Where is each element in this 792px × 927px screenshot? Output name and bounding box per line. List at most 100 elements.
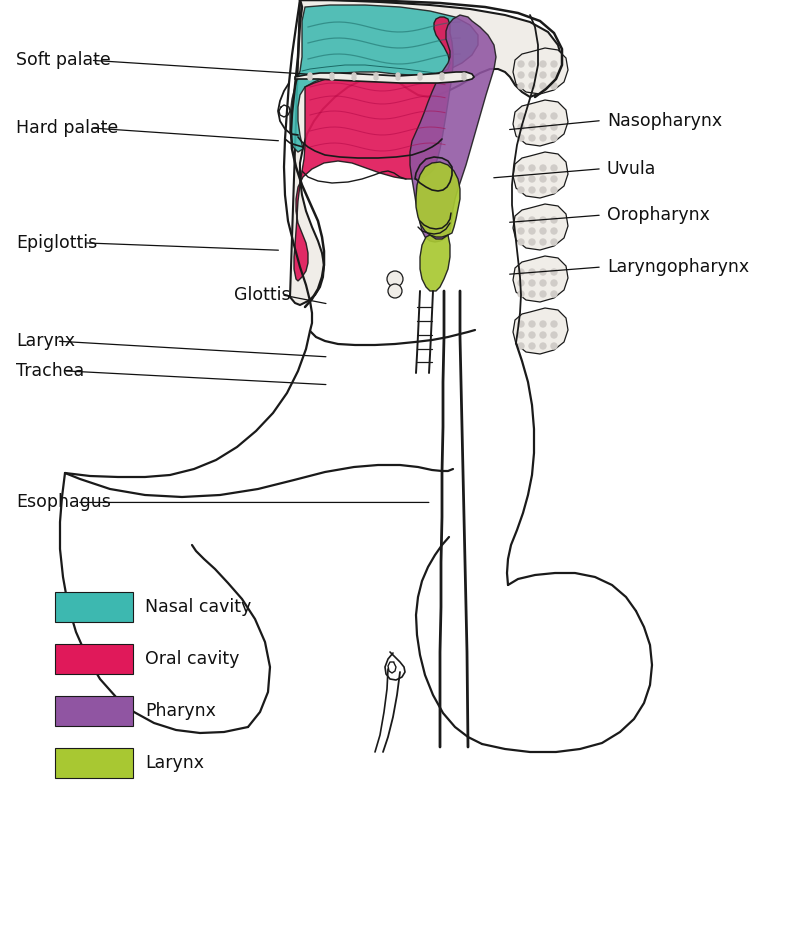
Circle shape [352,76,356,80]
Circle shape [529,269,535,275]
Text: Nasal cavity: Nasal cavity [145,598,251,616]
Circle shape [518,269,524,275]
Circle shape [529,61,535,67]
Circle shape [551,187,557,193]
Circle shape [551,280,557,286]
FancyBboxPatch shape [55,592,133,622]
Circle shape [396,76,400,80]
Circle shape [540,124,546,130]
Circle shape [462,73,466,77]
Text: Laryngopharynx: Laryngopharynx [607,258,749,276]
Text: Oral cavity: Oral cavity [145,650,239,668]
Circle shape [540,239,546,245]
Polygon shape [513,100,568,146]
Circle shape [540,291,546,297]
Circle shape [518,187,524,193]
Polygon shape [290,5,478,152]
Circle shape [540,61,546,67]
Circle shape [330,73,334,77]
Circle shape [518,72,524,78]
Circle shape [551,228,557,234]
Circle shape [308,76,312,80]
Circle shape [529,187,535,193]
Circle shape [518,321,524,327]
Circle shape [518,343,524,349]
Circle shape [551,113,557,119]
Circle shape [529,83,535,89]
Circle shape [551,176,557,182]
Circle shape [540,280,546,286]
Circle shape [551,165,557,171]
Circle shape [540,83,546,89]
Circle shape [540,135,546,141]
Circle shape [440,73,444,77]
Circle shape [518,113,524,119]
Circle shape [518,239,524,245]
Circle shape [518,165,524,171]
Circle shape [529,228,535,234]
Circle shape [551,332,557,338]
Circle shape [540,228,546,234]
FancyBboxPatch shape [55,644,133,674]
Circle shape [308,73,312,77]
Circle shape [529,291,535,297]
Circle shape [518,332,524,338]
Circle shape [374,73,378,77]
Circle shape [540,165,546,171]
Circle shape [551,239,557,245]
Polygon shape [294,17,453,281]
Circle shape [551,321,557,327]
Circle shape [529,332,535,338]
Circle shape [529,343,535,349]
Circle shape [529,321,535,327]
Text: Oropharynx: Oropharynx [607,206,710,224]
Circle shape [529,113,535,119]
Circle shape [518,228,524,234]
Circle shape [388,284,402,298]
Circle shape [529,217,535,223]
Polygon shape [410,15,496,242]
Text: Esophagus: Esophagus [16,493,111,512]
Circle shape [540,343,546,349]
Circle shape [529,176,535,182]
Text: Nasopharynx: Nasopharynx [607,111,722,130]
Circle shape [518,217,524,223]
Circle shape [518,135,524,141]
Text: Larynx: Larynx [145,754,204,772]
Circle shape [330,76,334,80]
Text: Larynx: Larynx [16,332,74,350]
Circle shape [518,83,524,89]
Circle shape [551,291,557,297]
Circle shape [551,343,557,349]
Circle shape [518,124,524,130]
Polygon shape [420,235,450,291]
Text: Glottis: Glottis [234,286,290,304]
Polygon shape [513,204,568,250]
Circle shape [529,280,535,286]
Polygon shape [513,256,568,302]
Circle shape [418,73,422,77]
Circle shape [551,61,557,67]
Circle shape [529,165,535,171]
Polygon shape [513,152,568,198]
Circle shape [551,217,557,223]
Text: Hard palate: Hard palate [16,119,118,137]
Polygon shape [416,162,460,237]
Circle shape [462,76,466,80]
Text: Pharynx: Pharynx [145,702,216,720]
Text: Uvula: Uvula [607,159,657,178]
Circle shape [352,73,356,77]
Polygon shape [290,0,562,305]
Circle shape [518,176,524,182]
Circle shape [387,271,403,287]
Text: Soft palate: Soft palate [16,51,111,70]
FancyBboxPatch shape [55,748,133,778]
Polygon shape [513,48,568,94]
Circle shape [440,76,444,80]
Circle shape [551,269,557,275]
Circle shape [518,291,524,297]
Text: Trachea: Trachea [16,362,84,380]
Circle shape [396,73,400,77]
Circle shape [529,124,535,130]
Circle shape [418,76,422,80]
